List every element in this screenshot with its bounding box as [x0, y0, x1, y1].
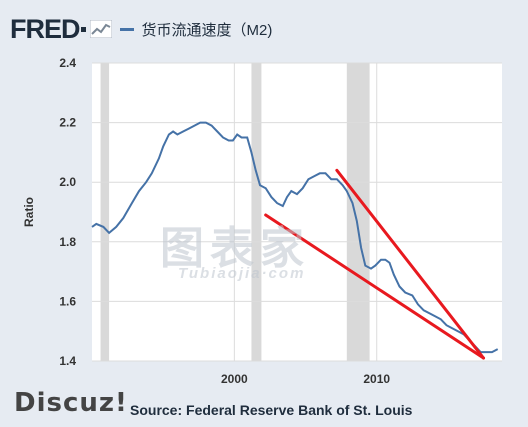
y-tick-label-5: 2.4 — [59, 56, 76, 70]
y-tick-label-1: 1.6 — [59, 294, 76, 308]
recession-band-0 — [100, 63, 110, 361]
recession-shading — [100, 63, 370, 361]
y-tick-label-2: 1.8 — [59, 235, 76, 249]
trend-annotations — [264, 168, 485, 360]
trendline-0 — [264, 213, 485, 360]
series-line-m2-velocity — [91, 121, 499, 354]
fred-logo: FRED — [10, 13, 80, 44]
series-title: 货币流通速度（M2) — [141, 21, 273, 39]
discuz-logo: Discuz! — [14, 388, 128, 418]
trendline-1 — [335, 168, 485, 360]
x-tick-label-1: 2010 — [363, 372, 390, 386]
x-tick-labels: 2000 2010 — [221, 372, 390, 386]
watermark-main: 图表家 — [160, 223, 310, 274]
x-tick-label-0: 2000 — [221, 372, 248, 386]
fred-logo-chart-icon — [89, 20, 112, 38]
source-text: Source: Federal Reserve Bank of St. Loui… — [130, 402, 413, 418]
plot-area-background — [92, 63, 502, 361]
y-axis-label: Ratio — [22, 197, 36, 227]
y-tick-label-0: 1.4 — [59, 354, 76, 368]
watermark-sub: Tubiaojia·com — [178, 265, 306, 282]
y-tick-label-4: 2.2 — [59, 116, 76, 130]
fred-logo-dot — [80, 26, 86, 32]
recession-band-2 — [346, 63, 370, 361]
y-tick-label-3: 2.0 — [59, 175, 76, 189]
grid-lines — [92, 62, 502, 362]
recession-band-1 — [251, 63, 262, 361]
legend-line-swatch — [119, 27, 134, 31]
y-tick-labels: 1.4 1.6 1.8 2.0 2.2 2.4 — [59, 56, 76, 368]
chart-header: FRED 货币流通速度（M2) — [10, 12, 272, 46]
